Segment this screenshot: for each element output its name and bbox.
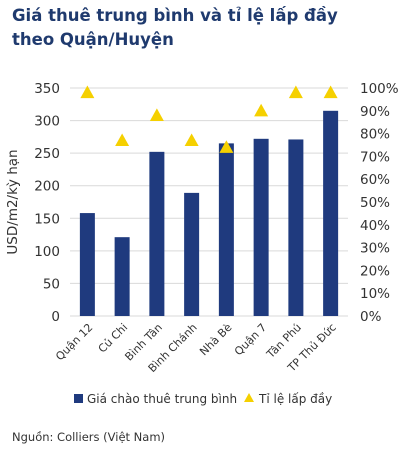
occupancy-marker	[219, 140, 234, 153]
y-tick-label: 100	[34, 244, 60, 260]
y2-tick-label: 80%	[360, 127, 390, 143]
y-tick-label: 250	[34, 146, 60, 162]
bar	[288, 139, 304, 316]
y-axis-label: USD/m2/kỳ hạn	[5, 149, 21, 254]
y-tick-label: 150	[34, 211, 60, 227]
y2-tick-label: 60%	[360, 172, 390, 188]
bar	[114, 237, 130, 316]
y-tick-label: 200	[34, 179, 60, 195]
bar	[79, 213, 95, 316]
legend-bar-label: Giá chào thuê trung bình	[87, 392, 237, 406]
occupancy-marker	[184, 133, 199, 147]
y2-tick-label: 70%	[360, 149, 390, 165]
y-tick-label: 0	[51, 309, 60, 325]
legend-marker-label: Tỉ lệ lấp đầy	[258, 392, 332, 406]
chart-title: Giá thuê trung bình và tỉ lệ lấp đầy the…	[12, 4, 392, 52]
legend-marker-swatch	[244, 393, 254, 402]
chart-title-line-2: theo Quận/Huyện	[12, 30, 174, 49]
y2-tick-label: 100%	[360, 81, 399, 97]
y2-tick-label: 40%	[360, 218, 390, 234]
occupancy-marker	[288, 85, 303, 99]
chart-title-line-1: Giá thuê trung bình và tỉ lệ lấp đầy	[12, 6, 338, 25]
y-tick-label: 350	[34, 81, 60, 97]
y2-tick-label: 90%	[360, 104, 390, 120]
y2-tick-label: 30%	[360, 241, 390, 257]
occupancy-marker	[149, 108, 164, 121]
occupancy-marker	[115, 133, 130, 147]
y2-tick-label: 10%	[360, 286, 390, 302]
bar	[323, 110, 339, 316]
x-tick-label: Quận 7	[232, 321, 269, 358]
y2-tick-label: 20%	[360, 263, 390, 279]
bar	[149, 151, 165, 316]
y2-tick-label: 0%	[360, 309, 382, 325]
source-note: Nguồn: Colliers (Việt Nam)	[12, 430, 166, 444]
bar	[218, 143, 234, 316]
occupancy-marker	[80, 85, 95, 99]
chart-area: 0 50 100 150 200 250 300 350 0% 10% 20% 30% 40% 50% 60…	[5, 81, 399, 406]
y2-tick-label: 50%	[360, 195, 390, 211]
occupancy-marker	[254, 103, 269, 117]
legend-bar-swatch	[74, 394, 83, 403]
bar	[253, 138, 269, 316]
y-tick-label: 300	[34, 114, 60, 130]
occupancy-marker	[323, 85, 338, 99]
x-tick-label: Nhà Bè	[197, 321, 234, 358]
x-tick-label: Quận 12	[53, 321, 95, 363]
y-tick-label: 50	[43, 276, 60, 292]
bar	[184, 192, 200, 316]
